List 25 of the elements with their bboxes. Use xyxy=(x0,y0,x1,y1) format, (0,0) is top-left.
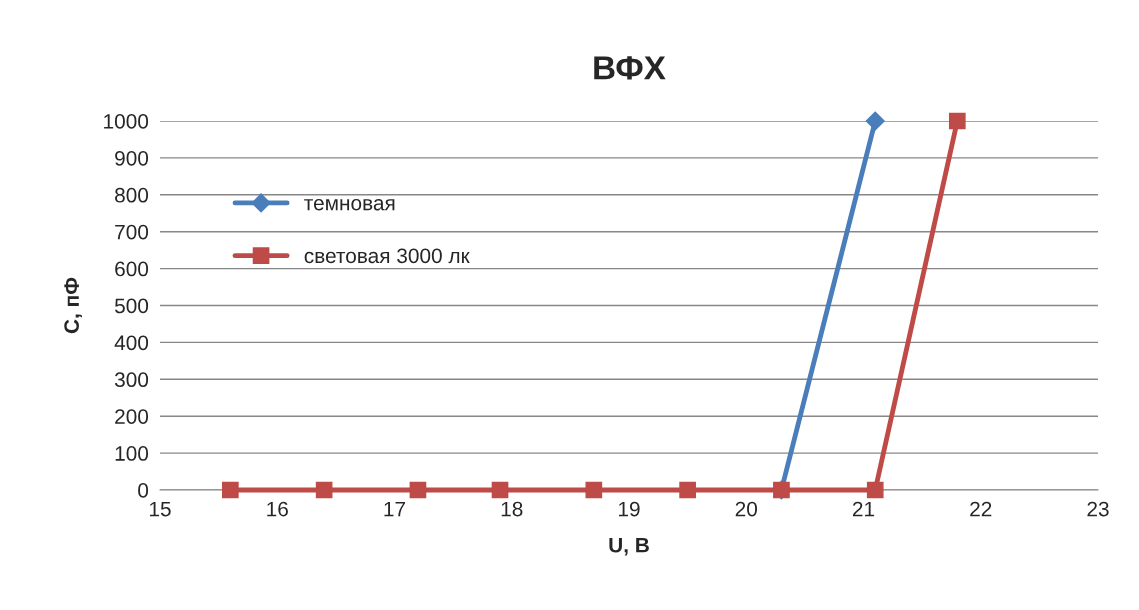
y-tick-label: 300 xyxy=(114,372,149,388)
y-axis-title: C, пФ xyxy=(64,277,83,334)
x-tick-label: 23 xyxy=(1087,501,1109,517)
x-tick-label: 18 xyxy=(501,501,523,517)
y-tick-label: 200 xyxy=(115,409,149,424)
x-tick-label: 21 xyxy=(852,501,875,517)
y-tick-label: 800 xyxy=(115,187,149,203)
y-tick-label: 700 xyxy=(115,224,149,240)
legend-label: световая 3000 лк xyxy=(304,248,470,264)
x-tick-label: 15 xyxy=(150,501,171,517)
x-tick-label: 17 xyxy=(384,501,406,517)
x-tick-label: 20 xyxy=(735,501,758,517)
chart-title: ВФХ xyxy=(594,56,666,80)
y-tick-label: 0 xyxy=(138,483,149,498)
y-tick-label: 900 xyxy=(115,150,149,166)
y-tick-label: 500 xyxy=(114,298,149,314)
x-tick-label: 16 xyxy=(267,501,288,517)
y-tick-label: 600 xyxy=(115,261,149,277)
y-tick-label: 1000 xyxy=(104,114,149,129)
x-tick-label: 19 xyxy=(619,501,640,517)
y-tick-label: 100 xyxy=(115,446,149,461)
x-axis-title: U, В xyxy=(609,537,649,556)
legend-label: темновая xyxy=(304,198,395,211)
y-tick-label: 400 xyxy=(114,335,149,351)
x-tick-label: 22 xyxy=(970,501,992,517)
